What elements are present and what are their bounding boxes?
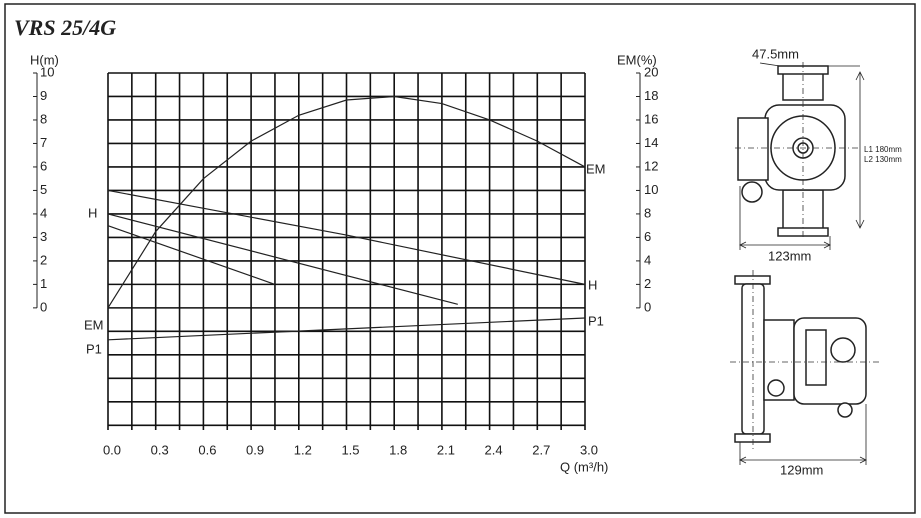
y2-tick-label: 10 — [644, 182, 658, 197]
curve-label: H — [88, 205, 97, 220]
y-tick-label: 5 — [40, 182, 47, 197]
chart-title: VRS 25/4G — [14, 15, 116, 40]
y-tick-label: 6 — [40, 158, 47, 173]
pump-drawings — [730, 62, 880, 465]
x-tick-label: 0.0 — [103, 442, 121, 457]
curve — [107, 189, 586, 285]
y2-tick-label: 16 — [644, 111, 658, 126]
curve-label: P1 — [86, 341, 102, 356]
y-tick-label: 3 — [40, 229, 47, 244]
y-tick-label: 1 — [40, 276, 47, 291]
y2-tick-label: 20 — [644, 64, 658, 79]
x-tick-label: 2.1 — [437, 442, 455, 457]
dimension-label: L2 130mm — [864, 155, 902, 164]
y-tick-label: 7 — [40, 135, 47, 150]
dimension-label: 123mm — [768, 248, 811, 263]
y2-tick-label: 18 — [644, 88, 658, 103]
y-tick-label: 8 — [40, 111, 47, 126]
x-tick-label: 1.8 — [389, 442, 407, 457]
y2-tick-label: 2 — [644, 276, 651, 291]
y2-tick-label: 14 — [644, 135, 658, 150]
curve-label: EM — [84, 317, 104, 332]
x-tick-label: 0.6 — [198, 442, 216, 457]
y2-tick-label: 6 — [644, 229, 651, 244]
y2-axis-label: EM(%) — [617, 52, 657, 67]
y-axis-label: H(m) — [30, 52, 59, 67]
x-tick-label: 3.0 — [580, 442, 598, 457]
dimension-label: L1 180mm — [864, 145, 902, 154]
x-tick-label: 0.3 — [151, 442, 169, 457]
y-tick-label: 10 — [40, 64, 54, 79]
curve-label: H — [588, 277, 597, 292]
x-tick-label: 2.4 — [485, 442, 503, 457]
y-tick-label: 9 — [40, 88, 47, 103]
x-tick-label: 1.5 — [341, 442, 359, 457]
x-tick-label: 2.7 — [532, 442, 550, 457]
frame — [4, 3, 916, 514]
dimension-label: 47.5mm — [752, 46, 799, 61]
y2-tick-label: 0 — [644, 299, 651, 314]
curve-label: P1 — [588, 313, 604, 328]
curve — [107, 317, 586, 341]
x-axis-label: Q (m³/h) — [560, 459, 608, 474]
curve — [107, 225, 276, 285]
y2-tick-label: 12 — [644, 158, 658, 173]
y2-tick-label: 8 — [644, 205, 651, 220]
y-tick-label: 4 — [40, 205, 47, 220]
y2-tick-label: 4 — [644, 252, 651, 267]
dimension-label: 129mm — [780, 462, 823, 477]
x-tick-label: 0.9 — [246, 442, 264, 457]
y-tick-label: 2 — [40, 252, 47, 267]
curve — [107, 95, 586, 309]
curve-label: EM — [586, 161, 606, 176]
y-tick-label: 0 — [40, 299, 47, 314]
x-tick-label: 1.2 — [294, 442, 312, 457]
curve — [107, 213, 458, 305]
